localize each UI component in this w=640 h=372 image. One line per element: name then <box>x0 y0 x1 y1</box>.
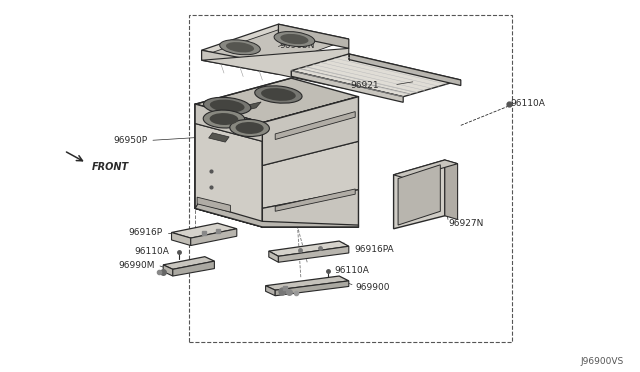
Polygon shape <box>394 160 445 229</box>
Ellipse shape <box>220 40 260 55</box>
Polygon shape <box>398 165 440 225</box>
Polygon shape <box>275 189 355 211</box>
Polygon shape <box>278 246 349 262</box>
Polygon shape <box>266 286 275 296</box>
Text: 96110A: 96110A <box>334 266 369 275</box>
Text: 96950P: 96950P <box>113 136 147 145</box>
Ellipse shape <box>204 97 251 115</box>
Ellipse shape <box>210 100 244 112</box>
Polygon shape <box>269 251 278 262</box>
Polygon shape <box>275 281 349 296</box>
Polygon shape <box>195 78 358 123</box>
Polygon shape <box>202 48 349 89</box>
Text: FRONT: FRONT <box>92 163 129 172</box>
Text: 96921: 96921 <box>351 81 380 90</box>
Text: 96110A: 96110A <box>134 247 169 256</box>
Polygon shape <box>262 97 358 227</box>
Polygon shape <box>262 190 358 227</box>
Polygon shape <box>266 276 349 290</box>
Polygon shape <box>197 197 230 212</box>
Polygon shape <box>172 223 237 238</box>
Polygon shape <box>195 203 358 227</box>
Polygon shape <box>163 257 214 269</box>
Ellipse shape <box>255 86 302 103</box>
Polygon shape <box>208 30 339 67</box>
Ellipse shape <box>236 122 264 134</box>
Polygon shape <box>209 133 229 142</box>
Text: 96927N: 96927N <box>448 219 483 228</box>
Polygon shape <box>349 54 461 86</box>
Ellipse shape <box>210 113 238 125</box>
Polygon shape <box>195 124 262 227</box>
Text: 96916PA: 96916PA <box>354 245 394 254</box>
Text: J96900VS: J96900VS <box>580 357 624 366</box>
Text: 969900: 969900 <box>355 283 390 292</box>
Polygon shape <box>195 104 262 227</box>
Polygon shape <box>262 141 358 208</box>
Polygon shape <box>173 261 214 276</box>
Bar <box>189 15 512 342</box>
Polygon shape <box>269 241 349 256</box>
Text: 96110A: 96110A <box>511 99 545 108</box>
Polygon shape <box>445 160 458 219</box>
Ellipse shape <box>280 34 308 44</box>
Ellipse shape <box>204 110 244 128</box>
Polygon shape <box>278 24 349 48</box>
Polygon shape <box>291 71 403 102</box>
Polygon shape <box>191 229 237 246</box>
Ellipse shape <box>226 42 254 52</box>
Text: 96965N: 96965N <box>280 41 315 50</box>
Polygon shape <box>202 24 349 65</box>
Polygon shape <box>275 112 355 140</box>
Polygon shape <box>202 50 278 74</box>
Ellipse shape <box>230 119 269 137</box>
Polygon shape <box>394 160 458 179</box>
Polygon shape <box>262 97 358 166</box>
Text: 96990M: 96990M <box>118 262 155 270</box>
Polygon shape <box>243 102 261 111</box>
Ellipse shape <box>274 32 315 46</box>
Polygon shape <box>291 54 461 97</box>
Polygon shape <box>172 232 191 246</box>
Polygon shape <box>195 104 262 141</box>
Text: 96916P: 96916P <box>128 228 162 237</box>
Ellipse shape <box>261 88 296 101</box>
Polygon shape <box>163 265 173 276</box>
